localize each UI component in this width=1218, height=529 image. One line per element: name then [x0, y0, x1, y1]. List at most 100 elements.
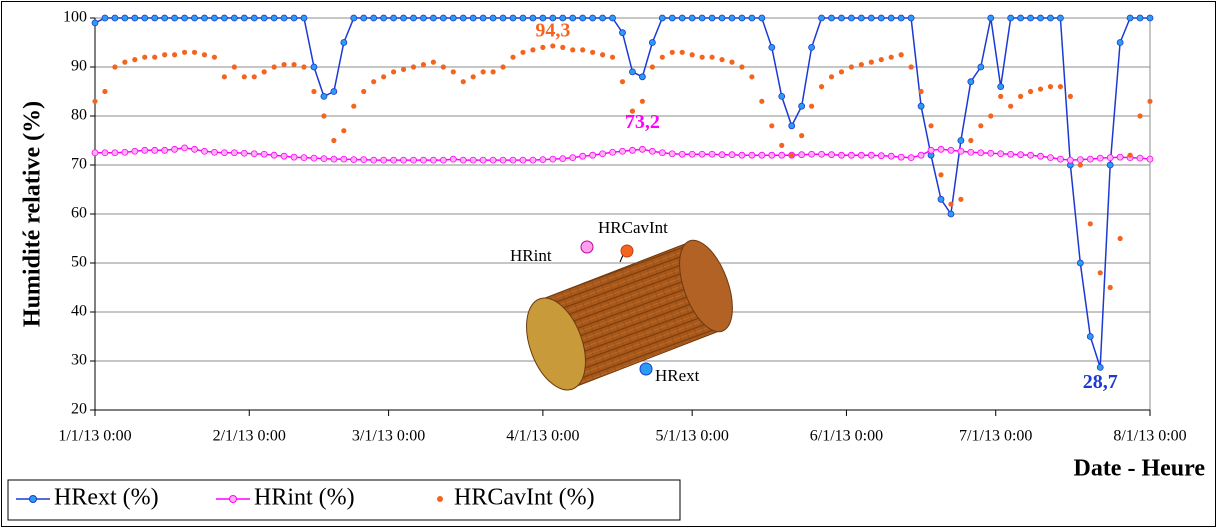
- point-marker: [977, 149, 985, 157]
- point-marker: [489, 156, 497, 164]
- point-marker: [867, 151, 875, 159]
- point-dot: [928, 123, 934, 129]
- point-dot: [1137, 113, 1143, 119]
- point-marker: [778, 151, 786, 159]
- point-marker: [1027, 151, 1034, 159]
- x-tick-label: 6/1/13 0:00: [810, 428, 883, 445]
- point-dot: [769, 123, 775, 129]
- point-dot: [1117, 235, 1123, 242]
- point-marker: [698, 14, 706, 22]
- point-marker: [1136, 14, 1144, 22]
- point-marker: [439, 156, 447, 164]
- point-marker: [599, 14, 606, 22]
- point-dot: [540, 44, 546, 51]
- point-marker: [380, 14, 388, 22]
- point-marker: [91, 149, 99, 157]
- point-marker: [828, 151, 835, 159]
- point-marker: [778, 93, 786, 100]
- point-marker: [121, 14, 129, 22]
- y-tick-label: 70: [71, 156, 87, 173]
- point-dot: [321, 113, 327, 119]
- point-dot: [390, 69, 397, 75]
- point-dot: [719, 57, 725, 63]
- point-marker: [191, 14, 198, 22]
- point-dot: [122, 59, 128, 65]
- point-marker: [380, 156, 388, 164]
- point-marker: [658, 14, 666, 22]
- point-marker: [997, 150, 1005, 158]
- point-marker: [987, 14, 995, 22]
- point-dot: [102, 88, 108, 95]
- point-marker: [360, 14, 368, 22]
- point-marker: [479, 156, 487, 164]
- point-dot: [142, 54, 148, 60]
- point-dot: [659, 54, 665, 60]
- x-tick-label: 2/1/13 0:00: [213, 428, 286, 445]
- point-dot: [1127, 152, 1133, 158]
- sensor-lead: [619, 254, 624, 263]
- point-marker: [907, 154, 915, 162]
- y-tick-label: 20: [71, 401, 87, 418]
- point-marker: [111, 14, 119, 22]
- point-marker: [429, 14, 437, 22]
- point-marker: [708, 14, 716, 22]
- point-marker: [629, 68, 636, 76]
- point-marker: [569, 154, 577, 162]
- point-marker: [280, 152, 288, 160]
- point-marker: [977, 63, 985, 71]
- point-dot: [560, 44, 566, 51]
- inset-label: HRint: [510, 246, 552, 265]
- point-marker: [360, 156, 368, 164]
- point-marker: [459, 156, 467, 164]
- point-marker: [1136, 154, 1144, 162]
- point-marker: [211, 148, 218, 156]
- point-marker: [758, 151, 766, 159]
- legend-label: HRCavInt (%): [454, 485, 595, 511]
- point-marker: [1057, 14, 1064, 22]
- point-marker: [957, 137, 965, 144]
- point-dot: [420, 61, 427, 68]
- inset-label: HRext: [655, 366, 700, 385]
- point-marker: [1116, 39, 1124, 46]
- point-marker: [101, 149, 109, 157]
- point-dot: [331, 137, 337, 144]
- point-marker: [1047, 154, 1054, 162]
- point-marker: [201, 14, 208, 22]
- point-marker: [151, 14, 159, 22]
- point-marker: [420, 156, 427, 164]
- point-dot: [112, 64, 118, 70]
- point-marker: [718, 14, 726, 22]
- point-dot: [371, 79, 377, 85]
- point-marker: [161, 14, 169, 22]
- point-marker: [459, 14, 467, 22]
- point-marker: [320, 93, 328, 100]
- point-marker: [877, 152, 885, 160]
- point-marker: [688, 14, 696, 22]
- point-dot: [958, 196, 964, 202]
- point-marker: [479, 14, 487, 22]
- point-dot: [251, 74, 257, 80]
- point-marker: [529, 156, 537, 164]
- point-marker: [648, 147, 656, 155]
- point-dot: [530, 47, 536, 53]
- point-marker: [818, 150, 825, 158]
- point-dot: [848, 64, 855, 70]
- point-dot: [818, 84, 825, 90]
- point-marker: [1106, 161, 1114, 169]
- cylinder-face: [526, 297, 586, 391]
- point-marker: [340, 39, 348, 46]
- point-marker: [370, 14, 378, 22]
- point-marker: [848, 151, 855, 159]
- point-marker: [668, 150, 676, 158]
- point-marker: [738, 151, 746, 159]
- point-dot: [410, 64, 417, 70]
- point-marker: [619, 29, 626, 37]
- x-tick-label: 5/1/13 0:00: [655, 428, 728, 445]
- point-dot: [400, 66, 407, 73]
- point-marker: [668, 14, 676, 22]
- point-marker: [340, 155, 348, 163]
- point-marker: [111, 149, 119, 157]
- point-marker: [1076, 156, 1084, 164]
- point-marker: [240, 149, 248, 157]
- point-marker: [529, 14, 537, 22]
